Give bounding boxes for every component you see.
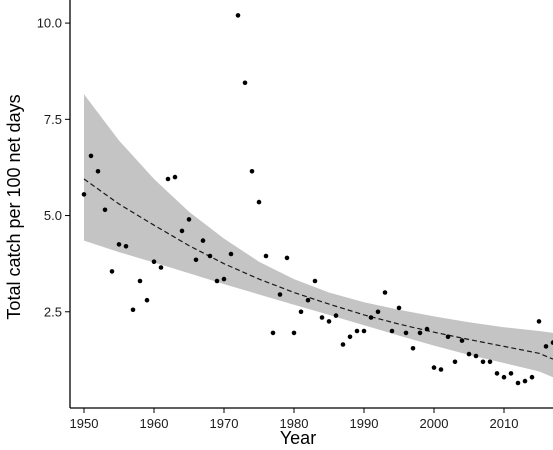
x-tick-label: 1960 xyxy=(140,416,169,431)
data-point xyxy=(95,169,101,174)
data-point xyxy=(473,353,479,359)
data-point xyxy=(116,242,122,247)
confidence-band xyxy=(84,94,553,378)
data-point xyxy=(431,365,437,370)
data-point xyxy=(382,290,388,295)
data-point xyxy=(354,328,360,334)
data-point xyxy=(550,340,553,345)
data-point xyxy=(214,278,220,284)
data-point xyxy=(326,319,332,324)
data-point xyxy=(396,305,402,311)
data-point xyxy=(480,359,486,365)
data-point xyxy=(529,374,535,380)
x-axis-title: Year xyxy=(280,428,316,448)
data-point xyxy=(102,207,108,213)
data-point xyxy=(494,371,500,376)
data-point xyxy=(347,334,353,340)
x-tick-label: 1950 xyxy=(70,416,99,431)
trend-line-layer xyxy=(83,178,553,360)
data-point xyxy=(207,253,213,259)
data-point xyxy=(501,374,507,380)
data-point xyxy=(123,244,129,249)
data-point xyxy=(305,297,311,303)
data-point xyxy=(144,297,150,303)
data-point xyxy=(284,255,290,261)
x-tick-label: 1980 xyxy=(280,416,309,431)
axes xyxy=(69,0,553,409)
data-point xyxy=(221,276,227,282)
data-point xyxy=(151,259,157,265)
data-point xyxy=(263,253,269,259)
data-point xyxy=(88,153,94,159)
data-point xyxy=(109,269,115,274)
y-tick-label: 5.0 xyxy=(44,208,62,223)
data-point xyxy=(200,238,206,243)
data-point xyxy=(417,330,423,336)
x-tick-label: 2010 xyxy=(490,416,519,431)
data-point xyxy=(249,169,255,174)
data-point xyxy=(158,265,164,270)
data-point xyxy=(389,328,395,334)
y-tick-label: 10.0 xyxy=(37,16,62,31)
x-ticks: 1950 1960 1970 1980 1990 2000 2010 xyxy=(70,408,519,431)
data-point xyxy=(403,330,409,336)
x-tick-label: 2000 xyxy=(420,416,449,431)
data-point xyxy=(536,319,542,324)
data-point xyxy=(522,378,528,384)
data-point xyxy=(130,307,136,313)
data-point xyxy=(270,330,276,336)
data-point xyxy=(340,342,346,347)
data-point xyxy=(375,309,381,315)
data-point xyxy=(543,344,549,349)
confidence-band-layer xyxy=(84,94,553,378)
data-point xyxy=(361,328,367,334)
data-points-layer xyxy=(81,13,553,386)
data-point xyxy=(333,313,339,318)
data-point xyxy=(165,176,171,182)
trend-line xyxy=(83,178,553,360)
data-point xyxy=(424,326,430,332)
data-point xyxy=(137,278,143,284)
data-point xyxy=(186,217,192,222)
data-point xyxy=(172,174,178,180)
data-point xyxy=(459,338,465,343)
data-point xyxy=(452,359,458,365)
y-ticks: 2.5 5.0 7.5 10.0 xyxy=(37,16,70,319)
data-point xyxy=(291,330,297,336)
data-point xyxy=(515,380,521,386)
data-point xyxy=(445,334,451,340)
data-point xyxy=(487,359,493,365)
data-point xyxy=(466,351,472,357)
x-tick-label: 1990 xyxy=(350,416,379,431)
x-tick-label: 1970 xyxy=(210,416,239,431)
data-point xyxy=(438,367,444,372)
data-point xyxy=(410,346,416,351)
data-point xyxy=(368,315,374,320)
data-point xyxy=(179,228,185,234)
data-point xyxy=(277,292,283,297)
data-point xyxy=(242,80,248,86)
data-point xyxy=(298,309,304,315)
y-tick-label: 2.5 xyxy=(44,304,62,319)
data-point xyxy=(81,192,87,197)
data-point xyxy=(508,371,514,376)
y-axis-title: Total catch per 100 net days xyxy=(4,94,24,319)
data-point xyxy=(228,251,234,257)
y-tick-label: 7.5 xyxy=(44,112,62,127)
data-point xyxy=(193,257,199,263)
data-point xyxy=(235,13,241,18)
data-point xyxy=(312,278,318,284)
data-point xyxy=(256,199,262,205)
data-point xyxy=(319,315,325,320)
